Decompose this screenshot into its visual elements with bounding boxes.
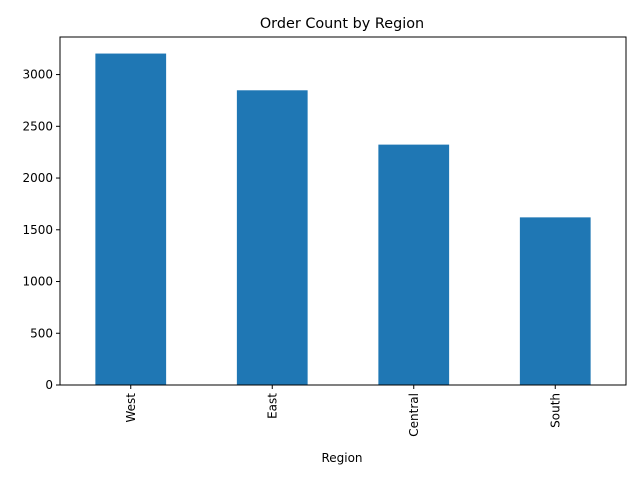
chart-title: Order Count by Region <box>260 16 424 32</box>
y-axis: 0 500 1000 1500 2000 2500 3000 <box>22 68 60 392</box>
plot-frame <box>59 36 627 386</box>
y-tick-label-500: 500 <box>30 326 53 340</box>
x-tick-label-west: West <box>124 393 138 423</box>
bar-central <box>378 144 450 385</box>
x-axis-title: Region <box>321 451 362 465</box>
y-tick-label-1500: 1500 <box>22 223 53 237</box>
x-tick-label-east: East <box>265 393 279 419</box>
x-axis: West East Central South <box>124 385 562 437</box>
bars-layer <box>95 53 591 386</box>
y-tick-label-2000: 2000 <box>22 171 53 185</box>
x-tick-label-south: South <box>548 393 562 428</box>
bar-west <box>95 53 167 386</box>
bar-east <box>236 90 308 386</box>
y-tick-label-0: 0 <box>45 378 53 392</box>
y-tick-label-3000: 3000 <box>22 68 53 82</box>
y-tick-label-2500: 2500 <box>22 119 53 133</box>
y-tick-label-1000: 1000 <box>22 275 53 289</box>
bar-south <box>519 217 591 385</box>
x-tick-label-central: Central <box>407 393 421 437</box>
